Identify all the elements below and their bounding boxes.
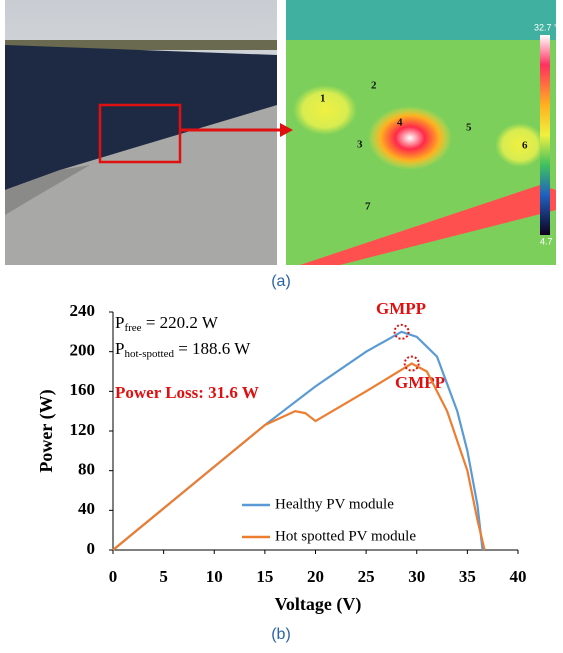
gmpp-marker: [393, 323, 410, 340]
symbol: P: [115, 313, 124, 332]
series-line: [112, 330, 484, 551]
hotspot-label: 3: [357, 139, 363, 151]
annotation: Pfree = 220.2 W: [115, 313, 219, 334]
subscript: hot-spotted: [124, 348, 174, 360]
annotation-text: = 220.2 W: [142, 313, 219, 332]
x-tick-label: 0: [109, 567, 118, 586]
scale-min: 4.7: [540, 236, 553, 246]
y-tick-label: 0: [87, 539, 96, 558]
symbol: P: [115, 339, 124, 358]
y-tick-label: 160: [70, 380, 96, 399]
hotspot-label: 6: [522, 140, 528, 152]
hotspot-label: 4: [397, 117, 403, 129]
hotspot-label: 1: [320, 93, 326, 105]
arrow: [180, 123, 293, 137]
annotation-text: = 188.6 W: [174, 339, 251, 358]
x-tick-label: 10: [206, 567, 223, 586]
x-axis-label: Voltage (V): [275, 594, 362, 615]
x-tick-label: 25: [358, 567, 375, 586]
x-tick-label: 35: [459, 567, 476, 586]
legend-label: Healthy PV module: [275, 496, 394, 512]
x-tick-label: 5: [159, 567, 168, 586]
photo: [5, 0, 277, 265]
hotspot-label: 7: [365, 201, 371, 213]
y-axis-label: Power (W): [36, 389, 57, 472]
caption: (a): [271, 273, 291, 290]
y-tick-label: 200: [70, 341, 96, 360]
gmpp-marker: [403, 355, 420, 372]
hotspot-label: 5: [466, 122, 472, 134]
x-tick-label: 40: [510, 567, 527, 586]
thermal-image: 32.7 °C 4.7 1 2 3 4 5 6 7: [286, 0, 563, 265]
hotspot-label: 2: [371, 80, 377, 92]
series-line: [112, 362, 486, 551]
y-tick-label: 120: [70, 420, 96, 439]
x-tick-label: 20: [307, 567, 324, 586]
y-tick-label: 40: [78, 499, 95, 518]
plot: 0 5 10 15 20 25 30 35 40 0 40 80 120 160 200 240 Healthy…: [70, 301, 527, 586]
y-tick-label: 80: [78, 460, 95, 479]
x-tick-label: 15: [256, 567, 273, 586]
subscript: free: [124, 322, 141, 334]
power-loss: Power Loss: 31.6 W: [115, 383, 259, 402]
x-tick-label: 30: [408, 567, 425, 586]
y-tick-label: 240: [70, 301, 96, 320]
caption: (b): [271, 626, 291, 643]
scale-max: 32.7 °C: [534, 22, 563, 32]
gmpp-label: GMPP: [395, 373, 445, 392]
legend-label: Hot spotted PV module: [275, 528, 416, 544]
annotation: Phot-spotted = 188.6 W: [115, 339, 251, 360]
gmpp-label: GMPP: [376, 299, 426, 318]
